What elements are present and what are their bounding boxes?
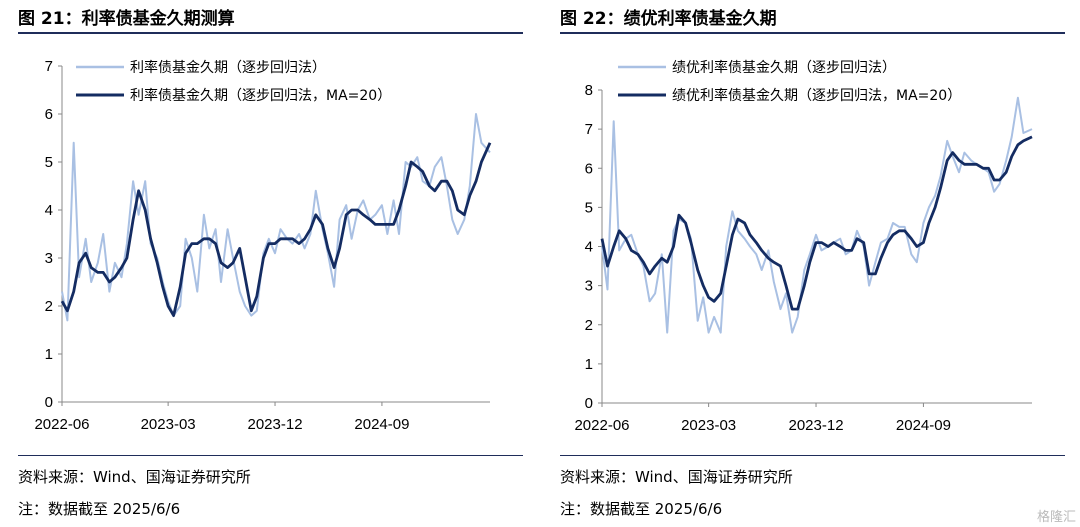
title-rule — [560, 32, 1065, 34]
y-tick-label: 8 — [585, 82, 593, 99]
legend-label: 绩优利率债基金久期（逐步回归法，MA=20） — [672, 87, 961, 104]
series-raw-line — [601, 96, 1033, 334]
y-tick-label: 6 — [585, 160, 593, 177]
x-tick-label: 2023-12 — [247, 416, 302, 433]
y-tick-label: 3 — [45, 250, 53, 267]
chart-panel-right: 图 22：绩优利率债基金久期 0 1 2 3 4 5 6 7 8 2022-06 2023-03 20… — [560, 0, 1080, 527]
figure-title: 图 22：绩优利率债基金久期 — [560, 9, 777, 29]
watermark-logo: 格隆汇 — [1036, 510, 1076, 525]
y-tick-label: 6 — [45, 106, 53, 123]
source-text: 资料来源：Wind、国海证券研究所 — [18, 468, 251, 486]
note-text: 注：数据截至 2025/6/6 — [560, 500, 723, 518]
top-fund-duration-line-chart: 0 1 2 3 4 5 6 7 8 2022-06 2023-03 2023-12 2024-09 绩优利… — [574, 59, 1033, 434]
y-tick-label: 4 — [585, 239, 593, 256]
y-tick-label: 0 — [585, 395, 593, 412]
legend-label: 利率债基金久期（逐步回归法，MA=20） — [130, 87, 391, 104]
y-tick-label: 7 — [585, 121, 593, 138]
y-tick-label: 1 — [45, 346, 53, 363]
series-ma20-line — [60, 142, 492, 318]
x-tick-label: 2024-09 — [896, 417, 951, 434]
y-tick-label: 7 — [45, 58, 53, 75]
y-tick-label: 3 — [585, 278, 593, 295]
duration-line-chart: 0 1 2 3 4 5 6 7 2022-06 2023-03 2023-12 2024-09 利率债基… — [34, 58, 492, 433]
series-raw-line — [61, 113, 491, 322]
source-text: 资料来源：Wind、国海证券研究所 — [560, 468, 793, 486]
y-tick-label: 5 — [585, 199, 593, 216]
y-tick-label: 0 — [45, 394, 53, 411]
x-tick-label: 2023-03 — [141, 416, 196, 433]
y-tick-label: 1 — [585, 356, 593, 373]
source-rule — [560, 455, 1065, 456]
y-tick-label: 2 — [45, 298, 53, 315]
source-rule — [18, 455, 523, 456]
figure-title: 图 21：利率债基金久期测算 — [18, 9, 235, 29]
title-rule — [18, 32, 523, 34]
x-tick-label: 2022-06 — [34, 416, 89, 433]
legend-label: 利率债基金久期（逐步回归法） — [130, 59, 326, 76]
chart-panel-left: 图 21：利率债基金久期测算 0 1 2 3 4 5 6 7 2022-06 2023-03 202… — [18, 0, 538, 527]
y-tick-label: 4 — [45, 202, 53, 219]
note-text: 注：数据截至 2025/6/6 — [18, 500, 181, 518]
series-ma20-line — [600, 135, 1033, 311]
x-tick-label: 2022-06 — [574, 417, 629, 434]
x-tick-label: 2023-12 — [788, 417, 843, 434]
y-tick-label: 2 — [585, 317, 593, 334]
y-tick-label: 5 — [45, 154, 53, 171]
legend-label: 绩优利率债基金久期（逐步回归法） — [672, 59, 896, 76]
x-tick-label: 2023-03 — [681, 417, 736, 434]
x-tick-label: 2024-09 — [354, 416, 409, 433]
